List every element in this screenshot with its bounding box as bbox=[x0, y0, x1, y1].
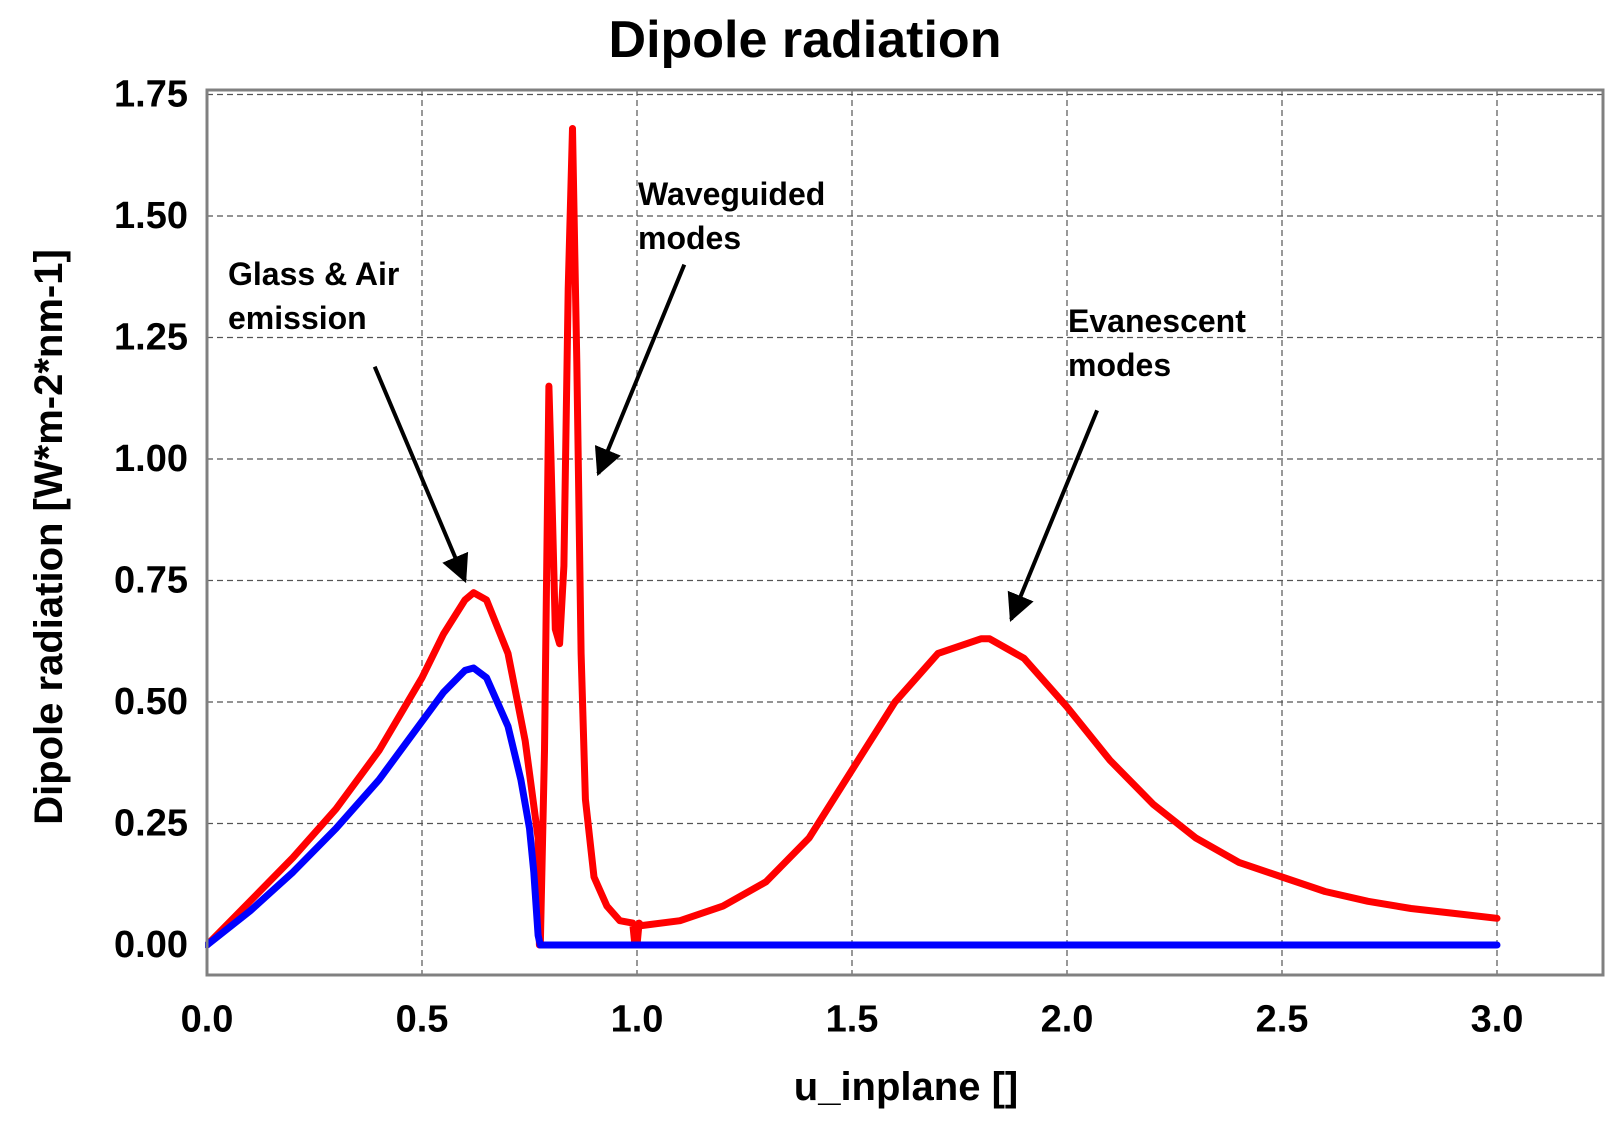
annotation-arrow bbox=[1007, 409, 1099, 622]
series-layer bbox=[205, 125, 1501, 949]
series-line-total bbox=[205, 125, 1501, 949]
annotation-label: modes bbox=[638, 220, 741, 256]
y-tick-label: 1.50 bbox=[114, 195, 188, 237]
annotation-label: emission bbox=[228, 300, 367, 336]
x-tick-label: 1.5 bbox=[826, 998, 879, 1040]
x-tick-label: 0.5 bbox=[396, 998, 449, 1040]
y-axis-label: Dipole radiation [W*m-2*nm-1] bbox=[27, 249, 71, 825]
y-tick-label: 0.75 bbox=[114, 560, 188, 602]
y-tick-label: 1.00 bbox=[114, 438, 188, 480]
annotations: Glass & Air emission Waveguided modes Evanes… bbox=[228, 176, 1246, 622]
annotation-arrow bbox=[372, 365, 469, 584]
annotation-arrow bbox=[594, 263, 687, 477]
grid-lines bbox=[207, 90, 1603, 975]
chart-title: Dipole radiation bbox=[609, 11, 1002, 69]
tick-labels: 0.0 0.5 1.0 1.5 2.0 2.5 3.0 0.00 0.25 0.50 0.75 1.0… bbox=[114, 74, 1523, 1041]
annotation-label: modes bbox=[1068, 347, 1171, 383]
y-tick-label: 0.25 bbox=[114, 803, 188, 845]
annotation-label: Evanescent bbox=[1068, 303, 1246, 339]
y-tick-label: 1.75 bbox=[114, 74, 188, 116]
plot-frame bbox=[205, 88, 1605, 977]
annotation-label: Waveguided bbox=[638, 176, 825, 212]
x-tick-label: 0.0 bbox=[181, 998, 234, 1040]
y-tick-label: 1.25 bbox=[114, 317, 188, 359]
y-tick-label: 0.00 bbox=[114, 924, 188, 966]
series-line-glass-air bbox=[205, 664, 1501, 949]
x-tick-label: 1.0 bbox=[611, 998, 664, 1040]
x-axis-label: u_inplane [] bbox=[794, 1065, 1018, 1109]
y-tick-label: 0.50 bbox=[114, 681, 188, 723]
x-tick-label: 2.0 bbox=[1041, 998, 1094, 1040]
annotation-label: Glass & Air bbox=[228, 256, 399, 292]
x-tick-label: 3.0 bbox=[1471, 998, 1524, 1040]
x-tick-label: 2.5 bbox=[1256, 998, 1309, 1040]
